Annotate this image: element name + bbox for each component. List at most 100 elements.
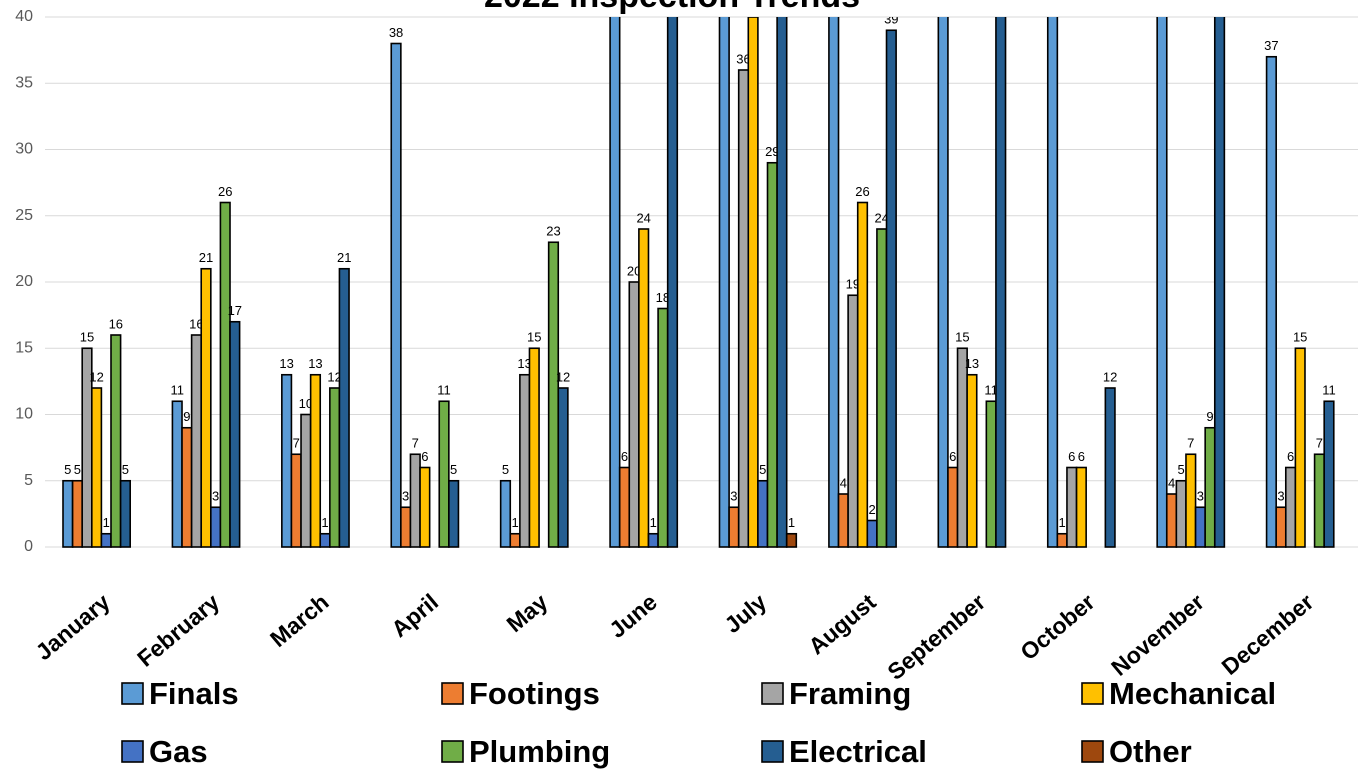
x-tick-label: March: [265, 589, 334, 652]
data-label: 13: [279, 356, 293, 371]
bar: [647, 532, 659, 548]
bar: [657, 307, 669, 548]
data-label: 3: [730, 489, 737, 504]
legend-swatch: [1081, 740, 1104, 763]
data-label: 3: [212, 489, 219, 504]
bar: [1104, 387, 1116, 548]
bar: [638, 228, 650, 548]
data-label: 7: [1187, 436, 1194, 451]
data-label: 36: [736, 51, 750, 66]
data-label: 4: [840, 475, 847, 490]
bar: [995, 17, 1007, 548]
data-label: 5: [759, 462, 766, 477]
bar: [885, 29, 897, 548]
bar: [1294, 347, 1306, 548]
bar: [547, 241, 560, 548]
bar: [448, 479, 460, 548]
bar: [747, 17, 759, 548]
data-label: 10: [299, 396, 313, 411]
bar: [91, 387, 103, 548]
bar: [776, 17, 788, 548]
data-label: 17: [228, 303, 242, 318]
data-label: 24: [636, 210, 650, 225]
legend-label: Finals: [149, 676, 239, 711]
data-label: 15: [80, 330, 94, 345]
bar: [71, 479, 83, 548]
data-label: 5: [1178, 462, 1185, 477]
bar: [785, 532, 798, 548]
x-tick-label: August: [803, 588, 881, 659]
y-tick-label: 25: [15, 207, 33, 224]
bar: [837, 493, 849, 548]
x-tick-label: February: [132, 588, 224, 671]
data-label: 5: [502, 462, 509, 477]
bar: [1185, 453, 1197, 548]
bar: [609, 17, 621, 548]
bar: [1265, 55, 1277, 548]
bar: [281, 373, 293, 548]
data-label: 20: [627, 263, 641, 278]
data-label: 5: [64, 462, 71, 477]
bar: [876, 228, 888, 548]
data-label: 13: [308, 356, 322, 371]
bar: [210, 506, 222, 548]
bar: [528, 347, 540, 548]
data-label: 3: [1277, 489, 1284, 504]
data-label: 13: [965, 356, 979, 371]
data-label: 9: [1206, 409, 1213, 424]
y-tick-label: 10: [15, 406, 33, 423]
legend-swatch: [121, 682, 144, 705]
data-label: 19: [846, 277, 860, 292]
bar: [757, 479, 769, 548]
x-tick-label: June: [604, 589, 662, 643]
bar: [1066, 466, 1078, 548]
data-label: 16: [109, 316, 123, 331]
legend-label: Footings: [469, 676, 600, 711]
bar: [100, 532, 112, 548]
x-tick-label: January: [31, 588, 115, 665]
bar: [1194, 506, 1206, 548]
data-label: 12: [556, 369, 570, 384]
legend-label: Mechanical: [1109, 676, 1276, 711]
bar: [1323, 400, 1335, 548]
bar: [618, 466, 631, 548]
data-label: 3: [1197, 489, 1204, 504]
bar: [1046, 17, 1059, 548]
data-label: 12: [327, 369, 341, 384]
bar: [309, 373, 322, 548]
bar: [200, 267, 212, 548]
legend-swatch: [1081, 682, 1104, 705]
bar: [338, 267, 350, 548]
bar: [1156, 17, 1168, 548]
legend-label: Electrical: [789, 734, 927, 769]
legend-swatch: [761, 682, 784, 705]
bar: [119, 479, 131, 548]
bar: [766, 161, 778, 548]
legend-swatch: [441, 682, 464, 705]
grid: [45, 16, 1358, 548]
bar: [219, 201, 231, 548]
data-label: 11: [1322, 383, 1336, 398]
bars: 5 515121165119162132617137101311221383761…: [62, 17, 1336, 548]
data-label: 26: [855, 184, 869, 199]
bar: [329, 387, 341, 548]
data-label: 7: [412, 436, 419, 451]
data-label: 6: [1068, 449, 1075, 464]
bar: [628, 281, 640, 548]
x-tick-label: April: [386, 589, 443, 643]
bar: [499, 479, 512, 548]
data-label: 6: [949, 449, 956, 464]
bar: [1075, 466, 1087, 548]
bar: [1175, 479, 1187, 548]
bar: [110, 334, 122, 548]
bar: [1213, 17, 1226, 548]
y-tick-label: 20: [15, 273, 33, 290]
data-label: 5: [122, 462, 129, 477]
bar: [1284, 466, 1297, 548]
data-label: 1: [1059, 515, 1066, 530]
legend-swatch: [121, 740, 144, 763]
bar: [519, 373, 531, 548]
y-tick-label: 30: [15, 141, 33, 158]
y-tick-label: 40: [15, 8, 33, 25]
